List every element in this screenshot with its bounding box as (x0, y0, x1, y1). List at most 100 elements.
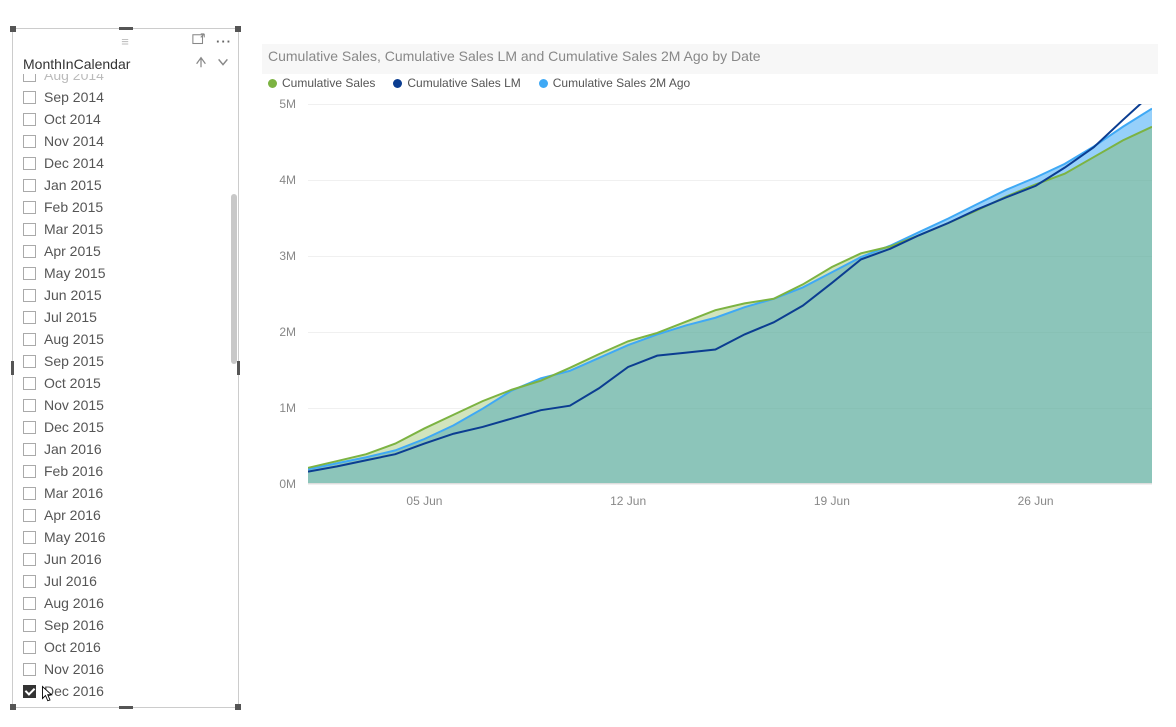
checkbox[interactable] (23, 421, 36, 434)
resize-handle[interactable] (119, 706, 133, 709)
checkbox[interactable] (23, 223, 36, 236)
slicer-item-label: Nov 2014 (44, 133, 104, 149)
slicer-item[interactable]: Nov 2015 (23, 394, 234, 416)
series-svg (308, 104, 1152, 483)
slicer-item[interactable]: Dec 2016 (23, 680, 234, 702)
resize-handle[interactable] (235, 26, 241, 32)
checkbox[interactable] (23, 641, 36, 654)
slicer-item[interactable]: Aug 2014 (23, 74, 234, 86)
checkbox[interactable] (23, 399, 36, 412)
checkbox[interactable] (23, 135, 36, 148)
slicer-item[interactable]: Aug 2015 (23, 328, 234, 350)
resize-handle[interactable] (10, 26, 16, 32)
checkbox[interactable] (23, 663, 36, 676)
slicer-title: MonthInCalendar (23, 56, 130, 72)
more-options-icon[interactable]: ··· (216, 34, 232, 49)
slicer-item[interactable]: Nov 2014 (23, 130, 234, 152)
checkbox[interactable] (23, 245, 36, 258)
slicer-item[interactable]: Sep 2015 (23, 350, 234, 372)
series-area-cumulative_sales (308, 127, 1152, 483)
slicer-item[interactable]: Oct 2014 (23, 108, 234, 130)
legend-item[interactable]: Cumulative Sales LM (393, 76, 520, 90)
legend-dot (268, 79, 277, 88)
resize-handle[interactable] (235, 704, 241, 710)
checkbox[interactable] (23, 377, 36, 390)
chart-visual[interactable]: Cumulative Sales, Cumulative Sales LM an… (262, 44, 1158, 564)
y-tick-label: 4M (279, 173, 296, 187)
drag-handle-icon[interactable]: ≡ (121, 34, 130, 49)
legend-item[interactable]: Cumulative Sales (268, 76, 375, 90)
checkbox[interactable] (23, 311, 36, 324)
focus-mode-icon[interactable] (192, 33, 206, 50)
slicer-visual[interactable]: ≡ ··· MonthInCalendar Aug 2014 Sep 2014 Oc… (12, 28, 239, 708)
checkbox[interactable] (23, 531, 36, 544)
slicer-item-label: Oct 2016 (44, 639, 101, 655)
checkbox[interactable] (23, 509, 36, 522)
slicer-item-label: May 2015 (44, 265, 105, 281)
slicer-item-label: Dec 2016 (44, 683, 104, 699)
checkbox[interactable] (23, 443, 36, 456)
checkbox[interactable] (23, 465, 36, 478)
slicer-item[interactable]: Sep 2014 (23, 86, 234, 108)
slicer-item[interactable]: Feb 2015 (23, 196, 234, 218)
slicer-item[interactable]: May 2016 (23, 526, 234, 548)
checkbox[interactable] (23, 74, 36, 82)
scrollbar-thumb[interactable] (231, 194, 237, 364)
slicer-item[interactable]: May 2015 (23, 262, 234, 284)
chart-legend: Cumulative Sales Cumulative Sales LM Cumul… (262, 74, 1158, 96)
checkbox[interactable] (23, 267, 36, 280)
checkbox[interactable] (23, 333, 36, 346)
checkbox[interactable] (23, 575, 36, 588)
slicer-item[interactable]: Jun 2015 (23, 284, 234, 306)
checkbox[interactable] (23, 553, 36, 566)
slicer-item-label: Aug 2016 (44, 595, 104, 611)
slicer-item[interactable]: Dec 2014 (23, 152, 234, 174)
checkbox[interactable] (23, 619, 36, 632)
slicer-item-label: Jun 2015 (44, 287, 102, 303)
slicer-item[interactable]: Aug 2016 (23, 592, 234, 614)
slicer-item[interactable]: Jul 2016 (23, 570, 234, 592)
checkbox[interactable] (23, 157, 36, 170)
slicer-item[interactable]: Feb 2016 (23, 460, 234, 482)
slicer-item-label: Oct 2014 (44, 111, 101, 127)
slicer-item[interactable]: Jan 2015 (23, 174, 234, 196)
checkbox[interactable] (23, 201, 36, 214)
legend-item[interactable]: Cumulative Sales 2M Ago (539, 76, 690, 90)
slicer-item[interactable]: Sep 2016 (23, 614, 234, 636)
legend-dot (539, 79, 548, 88)
slicer-item-label: Mar 2016 (44, 485, 103, 501)
slicer-item-label: Sep 2016 (44, 617, 104, 633)
checkbox[interactable] (23, 289, 36, 302)
clear-selections-icon[interactable] (194, 55, 208, 72)
checkbox[interactable] (23, 179, 36, 192)
slicer-item[interactable]: Mar 2016 (23, 482, 234, 504)
chevron-down-icon[interactable] (216, 55, 230, 72)
slicer-item[interactable]: Nov 2016 (23, 658, 234, 680)
resize-handle[interactable] (10, 704, 16, 710)
slicer-item[interactable]: Apr 2015 (23, 240, 234, 262)
checkbox[interactable] (23, 355, 36, 368)
slicer-item[interactable]: Apr 2016 (23, 504, 234, 526)
slicer-item[interactable]: Jan 2016 (23, 438, 234, 460)
resize-handle[interactable] (119, 27, 133, 30)
checkbox[interactable] (23, 113, 36, 126)
slicer-item[interactable]: Jul 2015 (23, 306, 234, 328)
slicer-item[interactable]: Dec 2015 (23, 416, 234, 438)
slicer-item[interactable]: Mar 2015 (23, 218, 234, 240)
legend-label: Cumulative Sales (282, 76, 375, 90)
slicer-item-label: Dec 2015 (44, 419, 104, 435)
slicer-item-label: Jul 2015 (44, 309, 97, 325)
slicer-item-label: Sep 2014 (44, 89, 104, 105)
slicer-item-label: Mar 2015 (44, 221, 103, 237)
plot-area (308, 104, 1152, 484)
slicer-item[interactable]: Jun 2016 (23, 548, 234, 570)
checkbox[interactable] (23, 685, 36, 698)
slicer-item[interactable]: Oct 2015 (23, 372, 234, 394)
slicer-item-label: Jan 2016 (44, 441, 102, 457)
x-tick-label: 19 Jun (814, 494, 850, 508)
checkbox[interactable] (23, 487, 36, 500)
slicer-item[interactable]: Oct 2016 (23, 636, 234, 658)
legend-label: Cumulative Sales LM (407, 76, 520, 90)
checkbox[interactable] (23, 597, 36, 610)
checkbox[interactable] (23, 91, 36, 104)
